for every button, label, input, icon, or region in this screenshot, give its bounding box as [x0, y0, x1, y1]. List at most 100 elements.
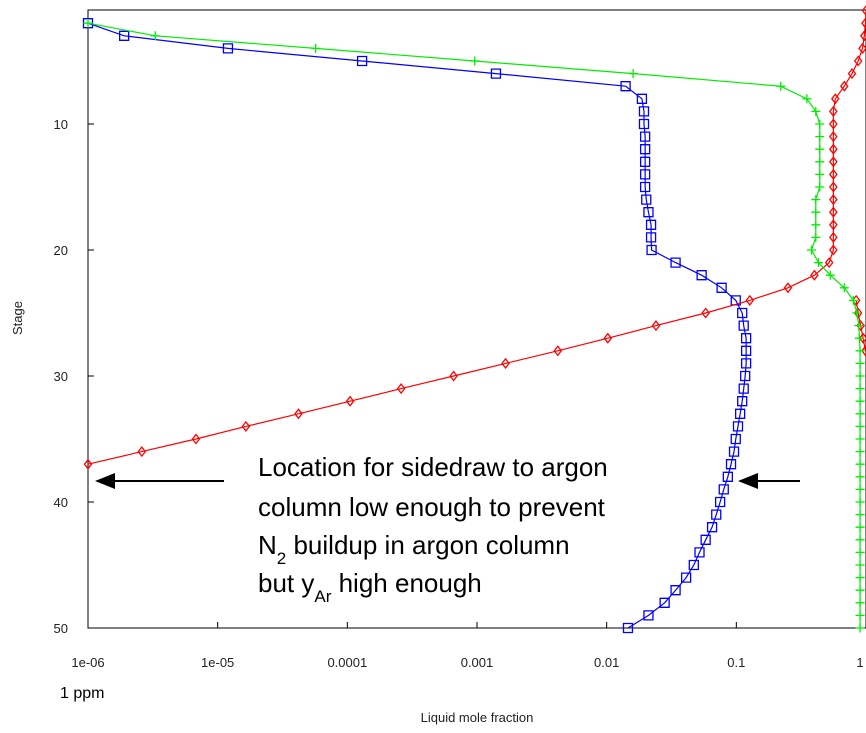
plus-marker [628, 69, 638, 79]
plus-marker [854, 333, 864, 343]
plus-marker [150, 31, 160, 41]
plus-marker [855, 573, 865, 583]
diamond-marker [829, 118, 838, 130]
plus-marker [776, 81, 786, 91]
plus-marker [815, 119, 825, 129]
plus-marker [855, 358, 865, 368]
diamond-marker [701, 307, 710, 319]
plus-marker [855, 497, 865, 507]
annotation-text: buildup in argon column [286, 530, 569, 560]
diamond-marker [861, 5, 866, 17]
diamond-marker [839, 80, 849, 92]
plus-marker [825, 270, 835, 280]
plus-marker [854, 321, 864, 331]
plus-marker [470, 56, 480, 66]
plus-marker [855, 421, 865, 431]
annotation-text: 2 [277, 549, 286, 568]
diamond-marker [829, 143, 838, 155]
square-marker [738, 383, 749, 394]
square-marker [646, 244, 657, 256]
square-marker [737, 396, 748, 407]
diamond-marker [859, 30, 866, 42]
square-marker [740, 358, 752, 369]
y-tick-label: 50 [54, 621, 68, 636]
square-marker [638, 106, 650, 117]
square-marker [732, 421, 744, 432]
plus-marker [811, 220, 821, 230]
x-tick-label: 0.0001 [327, 655, 367, 670]
x-tick-label: 1e-05 [201, 655, 234, 670]
plus-marker [815, 144, 825, 154]
diamond-marker [861, 17, 866, 29]
plus-marker [855, 384, 865, 394]
plus-marker [815, 182, 825, 192]
square-marker [725, 459, 737, 470]
plus-marker [855, 510, 865, 520]
plus-marker [855, 396, 865, 406]
plus-marker [855, 585, 865, 595]
diamond-marker [241, 420, 251, 432]
plus-marker [813, 258, 823, 268]
square-marker [728, 446, 740, 457]
x-axis-label: Liquid mole fraction [421, 710, 534, 725]
x-tick-label: 1e-06 [71, 655, 104, 670]
square-marker [490, 68, 502, 79]
plus-marker [802, 94, 812, 104]
diamond-marker [137, 446, 147, 458]
square-marker [706, 522, 718, 533]
plus-marker [855, 434, 865, 444]
square-marker [711, 509, 722, 520]
y-tick-label: 20 [54, 243, 68, 258]
square-marker [118, 30, 130, 41]
square-marker [639, 169, 651, 180]
diamond-marker [829, 206, 838, 218]
diamond-marker [829, 105, 838, 117]
plus-marker [811, 106, 821, 116]
x-tick-label: 0.001 [461, 655, 494, 670]
square-marker [688, 559, 699, 571]
diamond-marker [396, 383, 406, 395]
plot-area [82, 5, 866, 634]
diamond-marker [858, 332, 866, 344]
square-marker [696, 270, 707, 281]
annotation-text: Ar [314, 587, 331, 606]
plus-marker [855, 535, 865, 545]
series-line [87, 22, 747, 629]
square-marker [740, 345, 752, 356]
diamond-marker [553, 345, 563, 357]
square-marker [738, 320, 749, 331]
square-marker [356, 55, 368, 67]
square-marker [643, 207, 654, 218]
x-tick-label: 1 [856, 655, 863, 670]
annotation-text: Location for sidedraw to argon [258, 452, 608, 482]
square-marker [737, 307, 748, 319]
square-marker [222, 43, 234, 54]
annotation-text: N [258, 530, 277, 560]
square-marker [730, 433, 741, 445]
plus-marker [855, 346, 865, 356]
square-marker [639, 156, 651, 167]
annotation-text: but y [258, 568, 314, 598]
plus-marker [811, 207, 821, 217]
square-marker [730, 295, 741, 306]
diamond-marker [829, 181, 838, 193]
square-marker [645, 232, 657, 243]
diamond-marker [829, 131, 838, 143]
x-tick-label: 0.01 [594, 655, 619, 670]
plus-marker [855, 409, 865, 419]
square-marker [636, 93, 648, 104]
square-marker [670, 257, 681, 268]
diamond-marker [449, 370, 458, 382]
square-marker [670, 585, 681, 596]
plus-marker [855, 610, 865, 620]
plus-marker [311, 43, 321, 53]
plus-marker [855, 598, 865, 608]
plus-marker [848, 295, 858, 305]
square-marker [740, 333, 752, 344]
diamond-marker [783, 282, 793, 294]
annotation-text: high enough [331, 568, 481, 598]
diamond-marker [829, 219, 838, 231]
square-marker [622, 622, 634, 634]
plus-marker [815, 169, 825, 179]
